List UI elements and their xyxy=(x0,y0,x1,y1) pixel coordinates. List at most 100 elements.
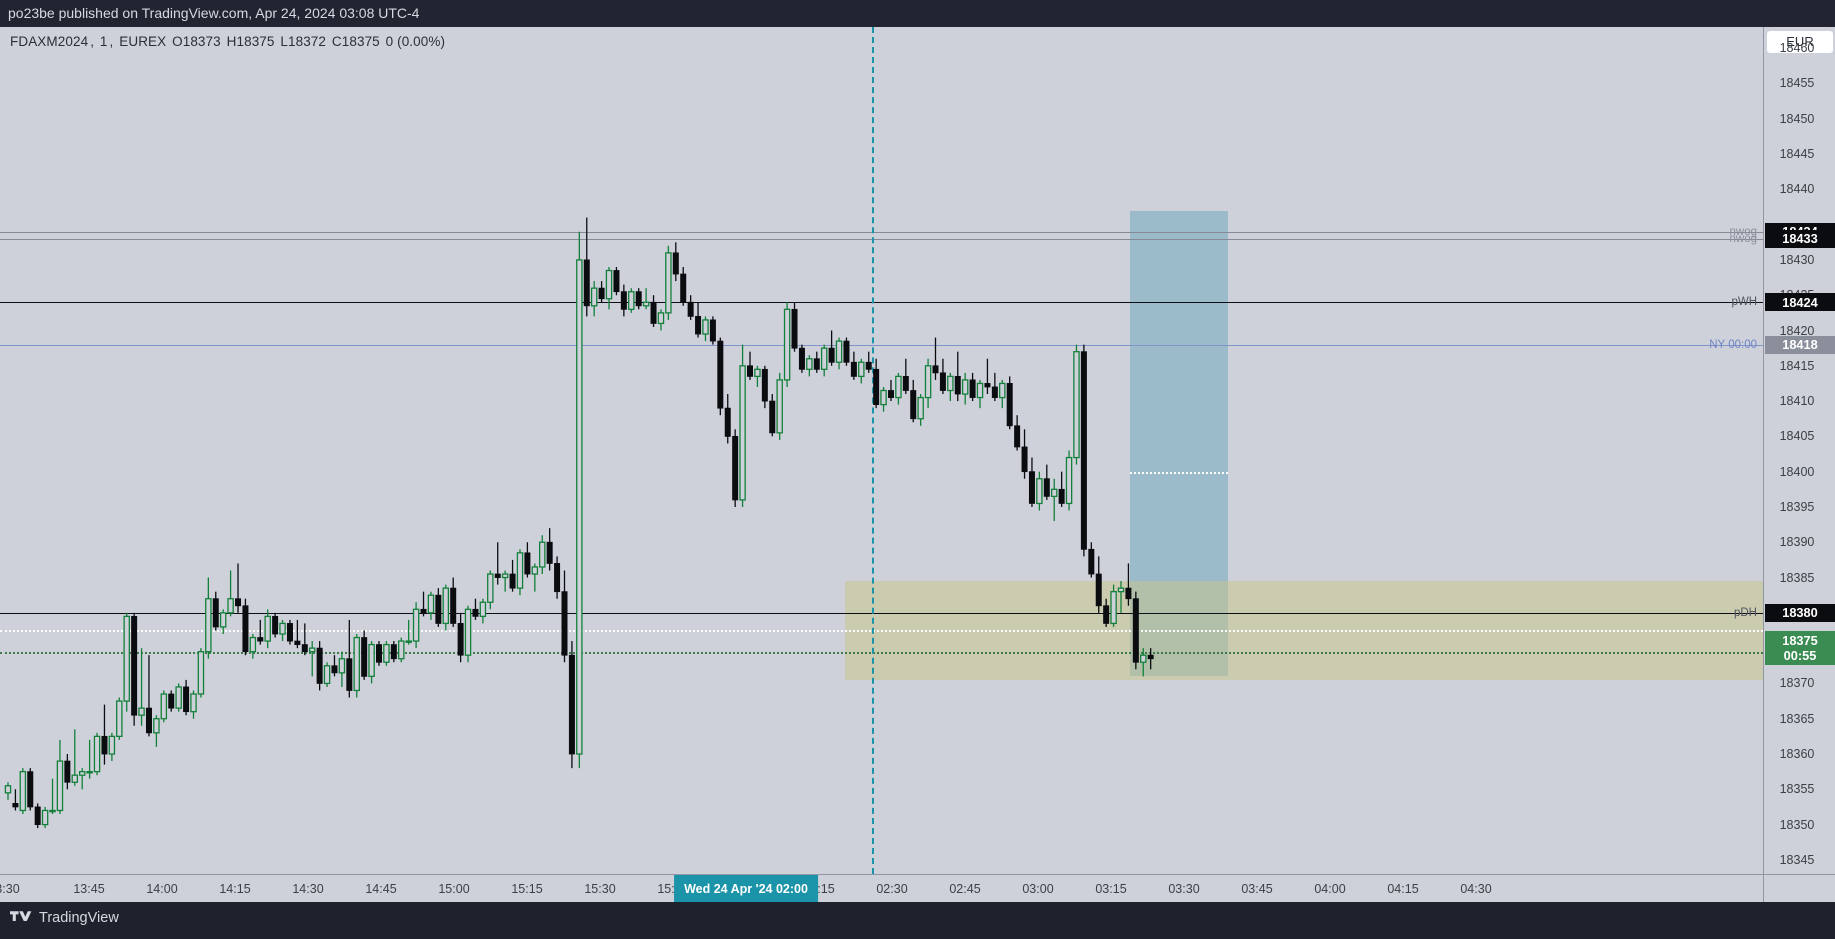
price-tick: 18345 xyxy=(1779,852,1815,867)
price-tick: 18420 xyxy=(1779,323,1815,338)
candle xyxy=(798,344,805,373)
level-line-pDH[interactable] xyxy=(0,612,1763,614)
candle xyxy=(976,379,984,409)
price-scale[interactable]: EUR 184601845518450184451844018430184251… xyxy=(1763,27,1835,874)
candle xyxy=(961,372,969,405)
candle xyxy=(665,245,672,320)
price-tick: 18410 xyxy=(1779,394,1815,409)
candle xyxy=(858,358,865,384)
candle xyxy=(576,231,583,769)
level-price-badge[interactable]: 18418 xyxy=(1765,335,1835,354)
candle xyxy=(86,739,93,779)
candle xyxy=(398,637,405,663)
time-tick: 15:30 xyxy=(584,882,616,896)
currency-badge: EUR xyxy=(1767,31,1833,53)
legend-exchange: EUREX xyxy=(119,34,167,49)
candle xyxy=(769,394,776,437)
candle xyxy=(1065,450,1073,511)
bottom-bar: TradingView xyxy=(0,902,1835,939)
candle xyxy=(1043,464,1050,500)
candlestick-series[interactable] xyxy=(0,27,1763,874)
candle xyxy=(806,355,813,377)
candle xyxy=(902,358,909,395)
time-tick: 03:00 xyxy=(1022,882,1054,896)
time-scale[interactable]: 13:30 13:45 14:00 14:15 14:30 14:45 15:00 15:15… xyxy=(0,874,1763,903)
price-tick: 18430 xyxy=(1779,252,1815,267)
level-label-ny-00-00-3: NY 00:00 xyxy=(1709,338,1757,351)
candle xyxy=(145,655,152,737)
price-badge-value: 18375 xyxy=(1782,633,1818,649)
level-line-dotted-white-upper[interactable] xyxy=(1130,471,1228,474)
tradingview-logo[interactable]: TradingView xyxy=(10,910,119,926)
legend-low: L18372 xyxy=(280,34,327,49)
candle xyxy=(628,288,635,313)
price-tick: 18395 xyxy=(1779,499,1815,514)
candle xyxy=(1095,556,1102,613)
candle xyxy=(168,690,175,712)
candle xyxy=(969,372,976,402)
price-tick: 18400 xyxy=(1779,464,1815,479)
level-line-NY 00:00[interactable] xyxy=(0,344,1763,346)
level-price-badge[interactable]: 18380 xyxy=(1765,603,1835,622)
candle xyxy=(160,690,168,723)
level-line-nwog[interactable] xyxy=(0,238,1763,240)
candle xyxy=(984,358,991,395)
session-open-vline[interactable] xyxy=(872,27,874,874)
current-price-badge[interactable]: 18375 00:55 xyxy=(1765,631,1835,666)
candle xyxy=(724,394,731,444)
candle xyxy=(412,602,420,649)
candle xyxy=(1006,376,1013,430)
candle xyxy=(1014,415,1021,451)
price-tick: 18360 xyxy=(1779,747,1815,761)
candle xyxy=(620,284,627,317)
candle xyxy=(64,754,71,790)
level-line-dotted-green[interactable] xyxy=(0,651,1763,654)
price-tick: 18390 xyxy=(1779,535,1815,550)
candle xyxy=(680,266,687,306)
time-tick: 03:30 xyxy=(1168,882,1200,896)
price-tick: 18365 xyxy=(1779,711,1815,726)
candle xyxy=(828,330,835,366)
candle xyxy=(494,542,501,585)
candle xyxy=(375,641,382,666)
candle xyxy=(472,598,479,620)
candle xyxy=(917,394,924,426)
candle xyxy=(932,337,939,380)
candle xyxy=(353,634,360,698)
level-line-nwog[interactable] xyxy=(0,231,1763,233)
scale-corner[interactable] xyxy=(1763,874,1835,902)
candle xyxy=(153,715,160,747)
candle xyxy=(1021,429,1028,479)
candle xyxy=(183,679,190,716)
chart-pane[interactable]: FDAXM2024, 1, EUREX O18373 H18375 L18372… xyxy=(0,27,1763,874)
candle xyxy=(1080,344,1087,557)
candle xyxy=(924,358,932,409)
candle xyxy=(850,351,857,380)
chart-legend[interactable]: FDAXM2024, 1, EUREX O18373 H18375 L18372… xyxy=(10,34,447,49)
level-line-pWH[interactable] xyxy=(0,302,1763,304)
candle xyxy=(368,641,375,684)
level-price-badge[interactable]: 18433 xyxy=(1765,229,1835,248)
candle xyxy=(501,570,509,592)
candle xyxy=(613,266,620,296)
time-tick: 15:15 xyxy=(511,882,543,896)
candle xyxy=(880,386,887,412)
candle xyxy=(1036,471,1043,511)
level-price-badge[interactable]: 18424 xyxy=(1765,293,1835,312)
price-badge-value: 18433 xyxy=(1782,231,1818,247)
price-tick: 18405 xyxy=(1779,429,1815,444)
price-badge-value: 18424 xyxy=(1782,294,1818,310)
level-line-dotted-white[interactable] xyxy=(0,630,1763,633)
candle xyxy=(783,302,791,387)
candle xyxy=(813,351,820,373)
candle xyxy=(212,591,219,631)
candle xyxy=(865,351,872,373)
candle xyxy=(205,577,212,659)
candle xyxy=(116,697,123,740)
candle xyxy=(524,542,531,578)
candle xyxy=(346,619,353,698)
time-tick: 14:15 xyxy=(219,882,251,896)
candle xyxy=(1050,478,1058,522)
candle xyxy=(1073,344,1080,465)
time-tick-session-highlight[interactable]: Wed 24 Apr '24 02:00 xyxy=(674,875,818,903)
